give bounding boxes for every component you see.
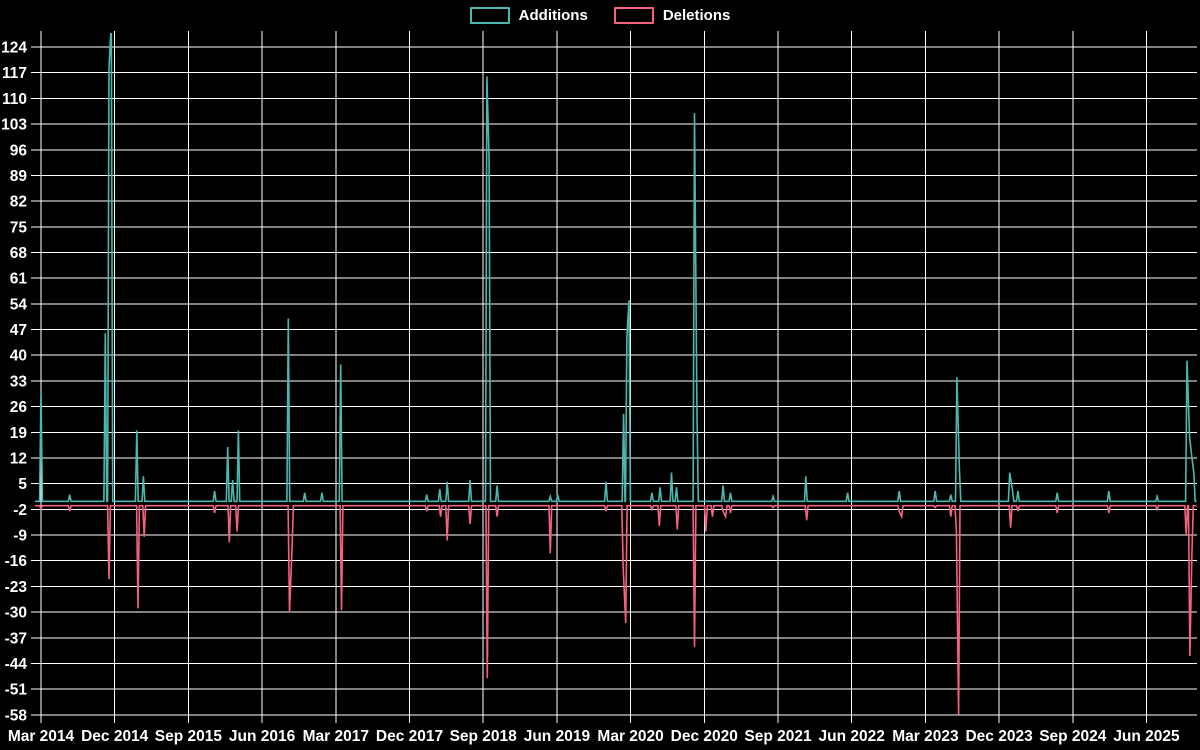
x-tick-label: Jun 2016	[229, 728, 296, 745]
y-tick-label: 110	[2, 91, 27, 108]
y-tick-label: 54	[10, 296, 28, 313]
y-tick-label: 124	[1, 40, 27, 57]
x-tick-label: Mar 2017	[303, 728, 369, 745]
y-tick-label: 12	[10, 451, 27, 468]
chart-legend: Additions Deletions	[0, 7, 1200, 24]
x-tick-label: Mar 2014	[8, 728, 75, 745]
y-tick-label: -51	[5, 682, 28, 699]
y-tick-label: 33	[10, 373, 28, 390]
y-tick-label: 89	[10, 168, 28, 185]
x-tick-label: Sep 2018	[450, 728, 518, 745]
x-tick-label: Dec 2014	[81, 728, 149, 745]
y-tick-label: 117	[2, 65, 27, 82]
y-tick-label: -16	[5, 553, 28, 570]
x-tick-label: Mar 2020	[597, 728, 663, 745]
y-tick-label: -44	[5, 656, 28, 673]
legend-item-deletions[interactable]: Deletions	[613, 7, 731, 24]
x-tick-label: Jun 2022	[819, 728, 885, 745]
x-tick-label: Dec 2020	[671, 728, 738, 745]
x-tick-label: Mar 2023	[892, 728, 959, 745]
y-tick-label: 61	[10, 271, 28, 288]
deletions-line	[34, 504, 1197, 715]
legend-label-additions: Additions	[518, 7, 588, 24]
grid	[31, 31, 1197, 723]
x-tick-label: Jun 2025	[1113, 728, 1180, 745]
y-tick-label: 19	[10, 425, 28, 442]
y-tick-label: 47	[10, 322, 27, 339]
y-tick-label: -37	[5, 630, 27, 647]
x-tick-label: Sep 2024	[1039, 728, 1107, 745]
y-tick-label: -9	[13, 528, 27, 545]
x-tick-label: Sep 2021	[744, 728, 812, 745]
y-tick-label: 103	[1, 117, 27, 134]
additions-swatch	[469, 7, 510, 24]
x-tick-label: Sep 2015	[155, 728, 223, 745]
x-tick-label: Dec 2017	[376, 728, 443, 745]
legend-label-deletions: Deletions	[662, 7, 731, 24]
y-tick-label: -2	[13, 502, 27, 519]
additions-line	[34, 33, 1197, 503]
x-tick-label: Dec 2023	[965, 728, 1033, 745]
legend-item-additions[interactable]: Additions	[469, 7, 588, 24]
y-tick-label: 40	[10, 348, 27, 365]
deletions-swatch	[613, 7, 654, 24]
y-tick-label: -23	[5, 579, 28, 596]
y-tick-label: 68	[10, 245, 28, 262]
y-tick-label: 82	[10, 194, 27, 211]
y-tick-label: 26	[10, 399, 28, 416]
x-tick-label: Jun 2019	[524, 728, 591, 745]
y-tick-label: -30	[5, 605, 27, 622]
y-tick-label: 96	[10, 142, 28, 159]
y-tick-label: -58	[5, 707, 28, 724]
y-tick-label: 75	[10, 219, 28, 236]
y-tick-label: 5	[18, 476, 27, 493]
